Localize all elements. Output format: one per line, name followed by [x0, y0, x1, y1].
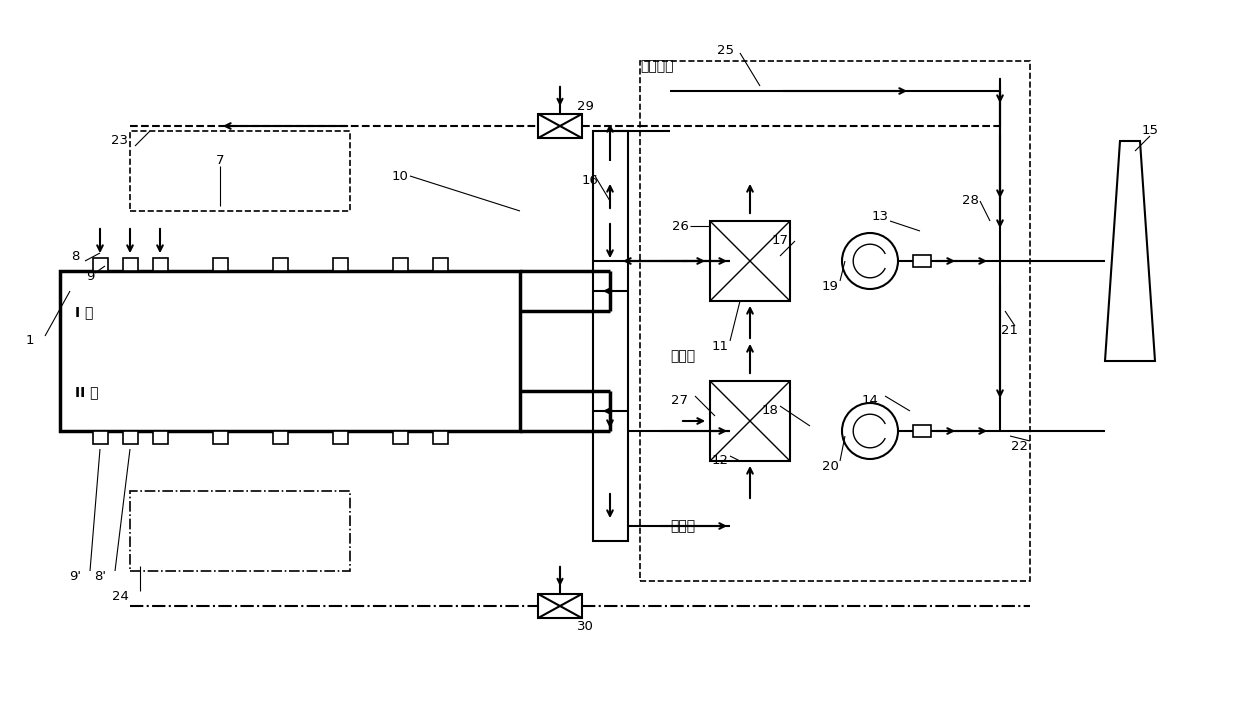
Text: 18: 18 [761, 404, 779, 418]
Bar [212, 258, 227, 271]
Text: 12: 12 [712, 454, 729, 468]
Bar [433, 258, 448, 271]
Bar [913, 425, 931, 437]
Text: 28: 28 [961, 194, 978, 207]
Bar [123, 431, 138, 444]
Text: 30: 30 [577, 620, 594, 632]
Bar [593, 131, 627, 541]
Bar [60, 271, 520, 431]
Text: 空气源: 空气源 [670, 349, 696, 363]
Text: 8: 8 [71, 250, 79, 262]
Text: II 侧: II 侧 [74, 385, 98, 399]
Bar [538, 594, 582, 618]
Polygon shape [1105, 141, 1154, 361]
Bar [640, 61, 1030, 581]
Bar [153, 431, 167, 444]
Text: 25: 25 [717, 44, 734, 57]
Bar [153, 258, 167, 271]
Bar [433, 431, 448, 444]
Text: 14: 14 [862, 395, 878, 407]
Text: 9: 9 [86, 269, 94, 283]
Bar [332, 431, 347, 444]
Bar [711, 381, 790, 461]
Text: 8': 8' [94, 569, 105, 583]
Text: 23: 23 [112, 135, 129, 147]
Text: 17: 17 [771, 235, 789, 247]
Text: 11: 11 [712, 339, 729, 353]
Text: 1: 1 [26, 334, 35, 348]
Text: 27: 27 [672, 395, 688, 407]
Bar [393, 431, 408, 444]
Text: 20: 20 [822, 459, 838, 472]
Bar [93, 258, 108, 271]
Bar [130, 491, 350, 571]
Text: I 侧: I 侧 [74, 305, 93, 319]
Bar [332, 258, 347, 271]
Circle shape [842, 403, 898, 459]
Text: 煤气源: 煤气源 [670, 519, 696, 533]
Bar [538, 114, 582, 138]
Bar [212, 431, 227, 444]
Bar [393, 258, 408, 271]
Text: 26: 26 [672, 219, 688, 233]
Text: 蓄热烟气: 蓄热烟气 [640, 59, 673, 73]
Text: 13: 13 [872, 210, 889, 222]
Text: 15: 15 [1142, 125, 1158, 137]
Bar [913, 255, 931, 267]
Bar [93, 431, 108, 444]
Text: 9': 9' [69, 569, 81, 583]
Bar [711, 221, 790, 301]
Text: 16: 16 [582, 175, 599, 187]
Text: 10: 10 [392, 170, 408, 182]
Circle shape [842, 233, 898, 289]
Text: 24: 24 [112, 590, 129, 602]
Bar [273, 431, 288, 444]
Bar [130, 131, 350, 211]
Text: 29: 29 [577, 100, 594, 112]
Bar [123, 258, 138, 271]
Text: 19: 19 [822, 280, 838, 292]
Bar [273, 258, 288, 271]
Text: 22: 22 [1012, 440, 1028, 453]
Text: 21: 21 [1002, 325, 1018, 337]
Text: 7: 7 [216, 154, 224, 168]
